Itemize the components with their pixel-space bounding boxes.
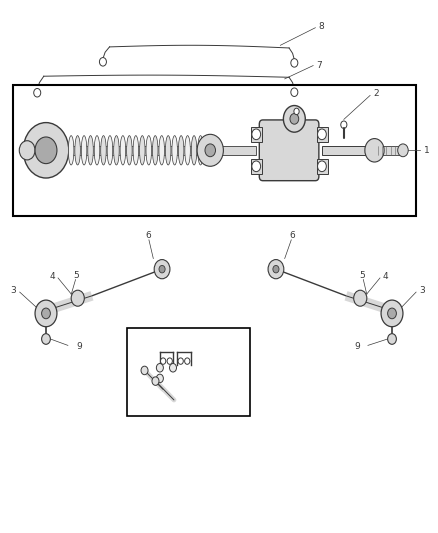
Circle shape [205, 144, 215, 157]
Circle shape [42, 334, 50, 344]
Circle shape [318, 161, 326, 172]
Bar [251, 159, 262, 174]
Circle shape [318, 129, 326, 140]
Circle shape [167, 358, 173, 365]
Text: 5: 5 [360, 271, 365, 280]
Bar [251, 127, 262, 142]
Ellipse shape [204, 136, 210, 165]
Ellipse shape [152, 136, 158, 165]
Circle shape [35, 137, 57, 164]
Ellipse shape [81, 136, 87, 165]
Bar [13, 85, 416, 216]
Circle shape [273, 265, 279, 273]
FancyBboxPatch shape [259, 120, 319, 181]
Text: 10: 10 [218, 390, 229, 399]
Circle shape [354, 290, 367, 306]
Bar [322, 146, 381, 155]
Ellipse shape [159, 136, 164, 165]
Ellipse shape [127, 136, 132, 165]
Bar [317, 159, 328, 174]
Text: 3: 3 [11, 286, 16, 295]
Circle shape [71, 290, 84, 306]
Ellipse shape [68, 136, 74, 165]
Circle shape [34, 88, 41, 97]
Circle shape [170, 364, 177, 372]
Ellipse shape [101, 136, 106, 165]
Ellipse shape [114, 136, 119, 165]
Bar [374, 146, 403, 155]
Text: 9: 9 [354, 343, 360, 351]
Ellipse shape [120, 136, 126, 165]
Text: 7: 7 [316, 61, 322, 69]
Circle shape [341, 121, 347, 128]
Ellipse shape [107, 136, 113, 165]
Ellipse shape [166, 136, 171, 165]
Circle shape [252, 129, 261, 140]
Ellipse shape [94, 136, 100, 165]
Circle shape [154, 260, 170, 279]
Ellipse shape [75, 136, 80, 165]
Circle shape [398, 144, 408, 157]
Circle shape [178, 358, 183, 365]
Bar [215, 146, 256, 155]
Ellipse shape [198, 136, 203, 165]
Text: 8: 8 [319, 22, 325, 31]
Circle shape [19, 141, 35, 160]
Circle shape [185, 358, 190, 365]
Ellipse shape [178, 136, 184, 165]
Circle shape [290, 114, 299, 124]
Ellipse shape [88, 136, 93, 165]
Ellipse shape [185, 136, 191, 165]
Text: 1: 1 [424, 146, 430, 155]
Ellipse shape [191, 136, 197, 165]
Circle shape [268, 260, 284, 279]
Circle shape [197, 134, 223, 166]
Circle shape [159, 265, 165, 273]
Bar [127, 328, 250, 416]
Circle shape [23, 123, 69, 178]
Circle shape [388, 334, 396, 344]
Text: 5: 5 [74, 271, 79, 280]
Circle shape [283, 106, 305, 132]
Circle shape [99, 58, 106, 66]
Ellipse shape [146, 136, 152, 165]
Circle shape [388, 308, 396, 319]
Ellipse shape [140, 136, 145, 165]
Circle shape [160, 358, 166, 365]
Circle shape [252, 161, 261, 172]
Text: 6: 6 [145, 231, 151, 240]
Text: 4: 4 [49, 272, 55, 281]
Circle shape [141, 366, 148, 375]
Circle shape [291, 88, 298, 96]
Bar [24, 144, 45, 157]
Text: 2: 2 [374, 90, 379, 98]
Ellipse shape [172, 136, 177, 165]
Circle shape [381, 300, 403, 327]
Circle shape [365, 139, 384, 162]
Circle shape [291, 59, 298, 67]
Text: 3: 3 [419, 286, 425, 295]
Circle shape [156, 364, 163, 372]
Circle shape [42, 308, 50, 319]
Text: 6: 6 [290, 231, 296, 240]
Circle shape [156, 374, 163, 383]
Text: 9: 9 [77, 343, 82, 351]
Circle shape [35, 300, 57, 327]
Bar [317, 127, 328, 142]
Circle shape [152, 377, 159, 385]
Bar [68, 146, 210, 155]
Circle shape [294, 108, 299, 115]
Ellipse shape [133, 136, 138, 165]
Text: 4: 4 [383, 272, 389, 281]
